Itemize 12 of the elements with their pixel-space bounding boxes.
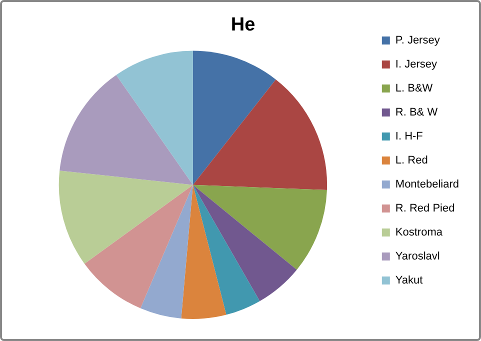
legend-label: R. Red Pied — [395, 202, 455, 215]
legend-label: L. B&W — [395, 82, 434, 95]
legend-label: I. H-F — [395, 130, 424, 143]
legend-label: Kostroma — [395, 226, 444, 239]
chart-title: He — [230, 14, 256, 36]
legend-label: P. Jersey — [395, 34, 440, 47]
legend-label: R. B& W — [395, 106, 438, 119]
legend-label: Yaroslavl — [395, 250, 440, 263]
legend-label: I. Jersey — [395, 58, 438, 71]
legend-label: L. Red — [395, 154, 428, 167]
legend-label: Yakut — [395, 274, 423, 287]
legend-label: Montebeliard — [395, 178, 459, 191]
